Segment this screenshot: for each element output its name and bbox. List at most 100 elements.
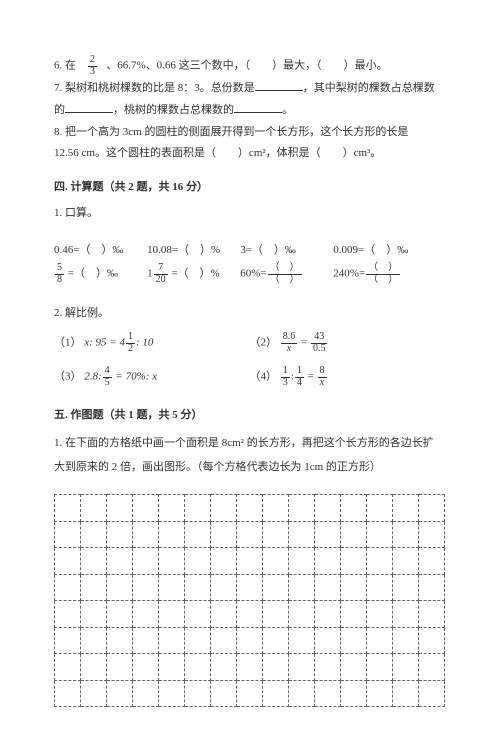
grid-cell [263, 601, 289, 628]
grid-cell [81, 521, 107, 548]
grid-cell [185, 654, 211, 681]
grid-cell [341, 680, 367, 707]
fraction: 5 8 [55, 263, 64, 285]
grid-cell [107, 548, 133, 575]
q7-l1a: 7. 梨树和桃树棵数的比是 8：3。总份数是 [54, 82, 255, 94]
blank [234, 102, 282, 113]
grid-cell [393, 627, 419, 654]
section-5-title: 五. 作图题（共 1 题，共 5 分） [54, 406, 445, 422]
grid-cell [211, 548, 237, 575]
frac-num: 43 [311, 332, 328, 344]
grid-cell [419, 548, 445, 575]
cell-prefix: 240%= [333, 268, 365, 280]
grid-cell [367, 627, 393, 654]
grid-cell [263, 495, 289, 522]
calc-cell: 0.009=（ ）‰ [333, 241, 445, 257]
q6-fraction: 2 3 [88, 55, 97, 77]
blank [255, 80, 303, 91]
frac-den: 20 [154, 275, 168, 286]
grid-cell [185, 574, 211, 601]
prop-1: （1） x: 95 = 4 1 2 : 10 [54, 332, 250, 354]
grid-cell [289, 654, 315, 681]
grid-cell [289, 495, 315, 522]
prop-text: : 10 [136, 337, 153, 349]
frac-den: 5 [103, 378, 112, 389]
q6-frac-num: 2 [88, 55, 97, 67]
grid-cell [211, 680, 237, 707]
frac-den: 4 [295, 378, 304, 389]
fraction: 1 4 [295, 366, 304, 388]
grid-cell [367, 654, 393, 681]
grid-cell [107, 680, 133, 707]
grid-cell [367, 548, 393, 575]
q6-frac-den: 3 [88, 67, 97, 78]
page-content: 6. 在 2 3 、66.7%、0.66 这三个数中，（ ）最大，（ ）最小。 … [0, 0, 500, 747]
grid-cell [237, 601, 263, 628]
grid-cell [315, 495, 341, 522]
sec4-q2-label: 2. 解比例。 [54, 304, 445, 320]
grid-cell [211, 495, 237, 522]
grid-cell [133, 495, 159, 522]
grid-cell [159, 654, 185, 681]
question-6: 6. 在 2 3 、66.7%、0.66 这三个数中，（ ）最大，（ ）最小。 [54, 55, 445, 77]
grid-cell [185, 601, 211, 628]
grid-cell [133, 627, 159, 654]
grid-cell [133, 680, 159, 707]
grid-cell [367, 521, 393, 548]
grid-cell [133, 521, 159, 548]
frac-den: 3 [281, 378, 290, 389]
grid-cell [133, 574, 159, 601]
grid-cell [107, 627, 133, 654]
grid-cell [393, 495, 419, 522]
grid-cell [289, 627, 315, 654]
frac-num: 1 [126, 332, 135, 344]
grid-cell [341, 521, 367, 548]
frac-den: 8 [55, 275, 64, 286]
eq-sign: = [308, 371, 314, 383]
grid-cell [419, 627, 445, 654]
frac-den: （ ） [268, 275, 302, 286]
prop-3: （3） 2.8: 4 5 = 70%: x [54, 366, 250, 388]
grid-cell [367, 601, 393, 628]
fraction: 4 5 [103, 366, 112, 388]
grid-table [54, 494, 445, 707]
calc-cell: 5 8 =（ ）‰ [54, 263, 147, 285]
grid-cell [55, 627, 81, 654]
fraction: 8.6 x [281, 332, 298, 354]
grid-cell [289, 521, 315, 548]
frac-num: （ ） [268, 263, 302, 275]
prop-label: （2） [250, 337, 278, 349]
frac-num: 8.6 [281, 332, 298, 344]
grid-cell [367, 495, 393, 522]
grid-cell [341, 548, 367, 575]
eq-sign: = [301, 337, 307, 349]
grid-cell [263, 627, 289, 654]
grid-cell [341, 574, 367, 601]
grid-cell [263, 521, 289, 548]
grid-cell [315, 654, 341, 681]
grid-cell [133, 654, 159, 681]
grid-cell [263, 574, 289, 601]
grid-cell [185, 548, 211, 575]
calc-cell: 0.46=（ ）‰ [54, 241, 147, 257]
frac-num: 1 [295, 366, 304, 378]
question-8-line2: 12.56 cm。这个圆柱的表面积是（ ）cm²，体积是（ ）cm³。 [54, 144, 445, 164]
calc-cell: 10.08=（ ）% [147, 241, 240, 257]
grid-cell [133, 601, 159, 628]
prop-label: （1） [54, 337, 82, 349]
grid-cell [133, 548, 159, 575]
grid-cell [393, 680, 419, 707]
calc-row-2: 5 8 =（ ）‰ 1 7 20 =（ ）% 60%= （ ） （ ） 240%… [54, 263, 445, 285]
prop-row: （3） 2.8: 4 5 = 70%: x （4） 1 3 : 1 4 = 8 [54, 366, 445, 388]
grid-cell [419, 495, 445, 522]
cell-suffix: =（ ）% [169, 268, 220, 280]
grid-cell [81, 627, 107, 654]
grid-cell [159, 627, 185, 654]
grid-cell [211, 627, 237, 654]
grid-cell [263, 548, 289, 575]
section-4-title: 四. 计算题（共 2 题，共 16 分） [54, 178, 445, 194]
fraction: 1 3 [281, 366, 290, 388]
grid-cell [237, 521, 263, 548]
calc-cell: 1 7 20 =（ ）% [147, 263, 240, 285]
q8-l2: 12.56 cm。这个圆柱的表面积是（ ）cm²，体积是（ ）cm³。 [54, 147, 381, 159]
